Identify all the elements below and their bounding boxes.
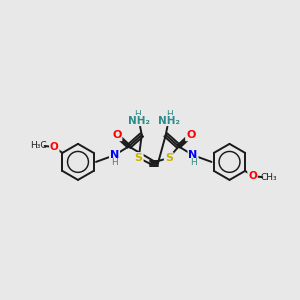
Text: CH₃: CH₃ [260, 172, 277, 182]
Text: H: H [134, 110, 141, 118]
Text: N: N [188, 150, 198, 160]
Text: NH₂: NH₂ [158, 116, 179, 125]
Text: O: O [112, 130, 122, 140]
Text: H₃C: H₃C [30, 142, 46, 151]
Text: O: O [248, 171, 257, 181]
Text: N: N [110, 150, 119, 160]
Text: H: H [166, 110, 173, 118]
Text: H: H [111, 158, 118, 167]
Text: O: O [186, 130, 195, 140]
Text: NH₂: NH₂ [128, 116, 150, 125]
Text: O: O [50, 142, 59, 152]
Text: S: S [165, 153, 173, 163]
Text: S: S [135, 153, 143, 163]
Text: H: H [190, 158, 196, 167]
